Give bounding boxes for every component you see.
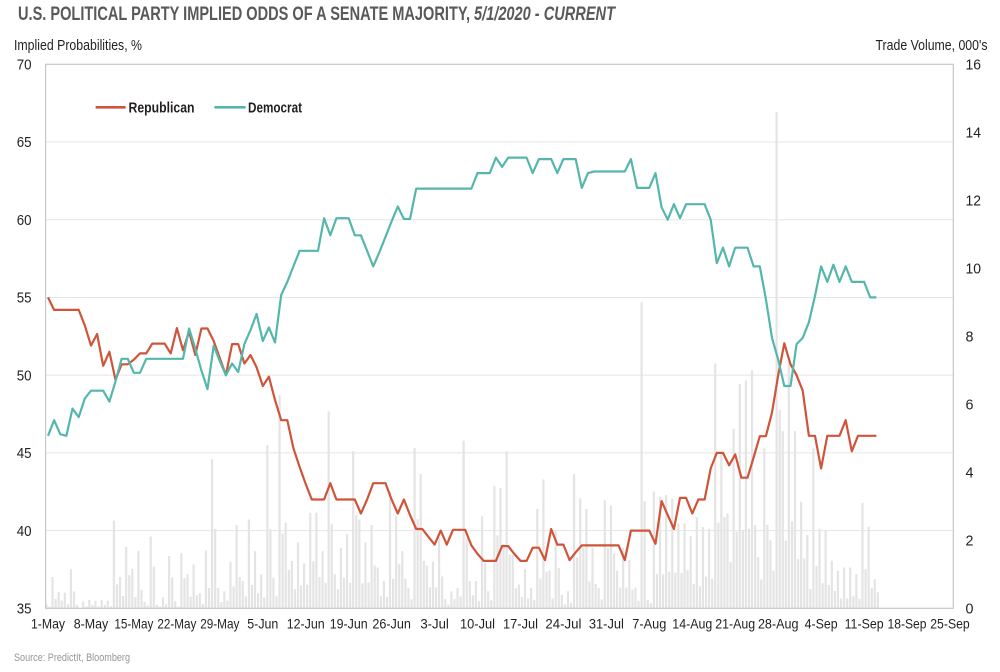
svg-text:3-Jul: 3-Jul	[420, 616, 449, 632]
svg-text:11-Sep: 11-Sep	[845, 616, 884, 632]
svg-text:U.S. POLITICAL PARTY IMPLIED O: U.S. POLITICAL PARTY IMPLIED ODDS OF A S…	[18, 3, 470, 25]
svg-text:Republican: Republican	[129, 101, 195, 117]
svg-text:Trade Volume, 000's: Trade Volume, 000's	[876, 38, 988, 54]
svg-text:25-Sep: 25-Sep	[930, 616, 970, 632]
svg-text:14-Aug: 14-Aug	[672, 616, 712, 632]
svg-text:21-Aug: 21-Aug	[715, 616, 755, 632]
svg-text:12-Jun: 12-Jun	[287, 616, 325, 632]
svg-text:8-May: 8-May	[74, 616, 109, 632]
svg-text:31-Jul: 31-Jul	[589, 616, 624, 632]
svg-text:26-Jun: 26-Jun	[372, 616, 411, 632]
svg-text:60: 60	[17, 213, 32, 229]
svg-text:4-Sep: 4-Sep	[805, 616, 838, 632]
svg-text:10: 10	[966, 262, 982, 278]
svg-text:45: 45	[17, 446, 32, 462]
svg-text:16: 16	[966, 58, 982, 74]
svg-text:1-May: 1-May	[31, 616, 65, 632]
svg-text:14: 14	[966, 126, 982, 142]
svg-text:28-Aug: 28-Aug	[758, 616, 799, 632]
svg-text:2: 2	[966, 534, 974, 550]
svg-text:17-Jul: 17-Jul	[503, 616, 538, 632]
svg-text:19-Jun: 19-Jun	[330, 616, 368, 632]
svg-text:5/1/2020 - CURRENT: 5/1/2020 - CURRENT	[474, 3, 617, 25]
svg-text:29-May: 29-May	[200, 616, 239, 632]
svg-text:50: 50	[17, 368, 32, 384]
svg-text:Implied Probabilities, %: Implied Probabilities, %	[14, 38, 142, 54]
svg-text:12: 12	[966, 194, 982, 210]
svg-text:40: 40	[17, 524, 32, 540]
svg-text:22-May: 22-May	[157, 616, 196, 632]
svg-text:Democrat: Democrat	[248, 101, 302, 117]
svg-text:70: 70	[17, 58, 32, 74]
svg-text:Source: PredictIt, Bloomberg: Source: PredictIt, Bloomberg	[14, 652, 130, 664]
svg-text:18-Sep: 18-Sep	[888, 616, 927, 632]
svg-text:5-Jun: 5-Jun	[247, 616, 278, 632]
svg-text:0: 0	[966, 602, 974, 618]
svg-text:8: 8	[966, 330, 974, 346]
svg-text:4: 4	[966, 466, 974, 482]
svg-text:35: 35	[17, 602, 32, 618]
svg-text:55: 55	[17, 291, 32, 307]
svg-text:6: 6	[966, 398, 974, 414]
svg-text:15-May: 15-May	[114, 616, 153, 632]
svg-text:10-Jul: 10-Jul	[460, 616, 495, 632]
svg-text:65: 65	[17, 135, 32, 151]
svg-text:24-Jul: 24-Jul	[545, 616, 581, 632]
svg-text:7-Aug: 7-Aug	[632, 616, 666, 632]
